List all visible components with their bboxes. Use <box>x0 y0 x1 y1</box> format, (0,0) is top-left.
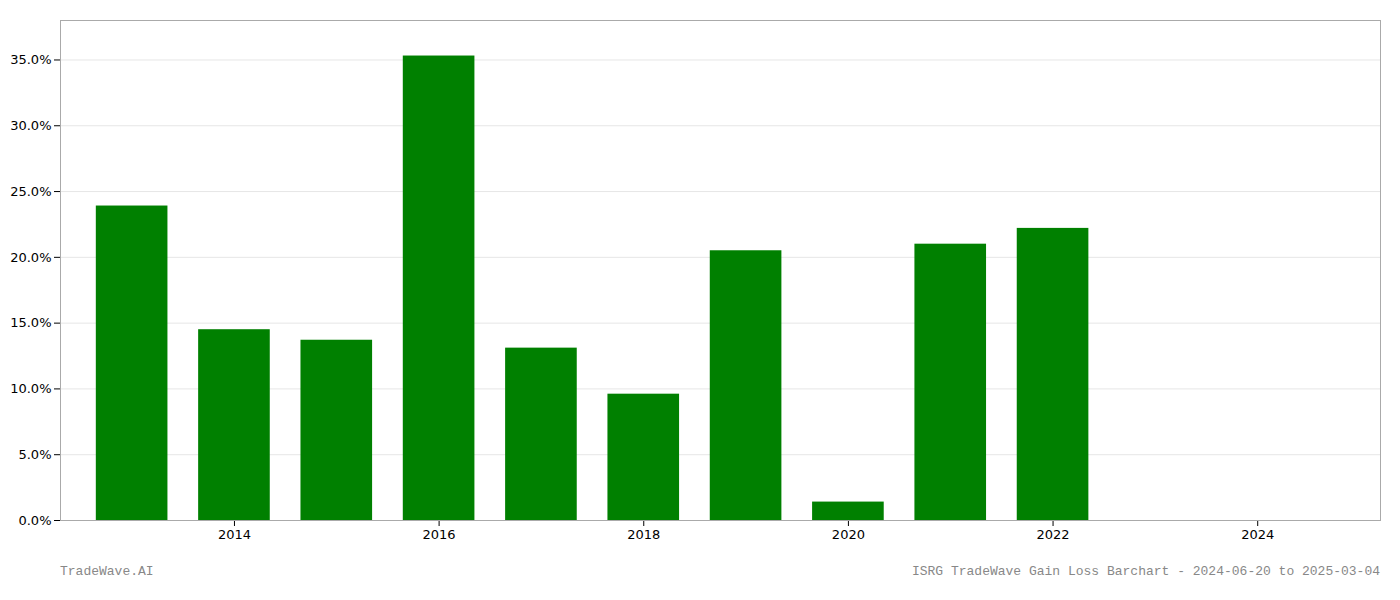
svg-text:2020: 2020 <box>832 527 865 542</box>
svg-text:5.0%: 5.0% <box>18 447 51 462</box>
html-text:ISRG TradeWave Gain Loss Barch: ISRG TradeWave Gain Loss Barchart - 2024… <box>911 564 1380 579</box>
svg-text:25.0%: 25.0% <box>10 184 51 199</box>
svg-text:35.0%: 35.0% <box>10 52 51 67</box>
svg-text:2022: 2022 <box>1037 527 1070 542</box>
svg-text:2016: 2016 <box>423 527 456 542</box>
svg-text:2024: 2024 <box>1241 527 1274 542</box>
svg-text:2014: 2014 <box>218 527 251 542</box>
svg-text:15.0%: 15.0% <box>10 315 51 330</box>
svg-text:2018: 2018 <box>627 527 660 542</box>
svg-text:0.0%: 0.0% <box>18 513 51 528</box>
svg-text:10.0%: 10.0% <box>10 381 51 396</box>
svg-text:30.0%: 30.0% <box>10 118 51 133</box>
svg-text:20.0%: 20.0% <box>10 250 51 265</box>
html-text:TradeWave.AI: TradeWave.AI <box>60 564 154 579</box>
